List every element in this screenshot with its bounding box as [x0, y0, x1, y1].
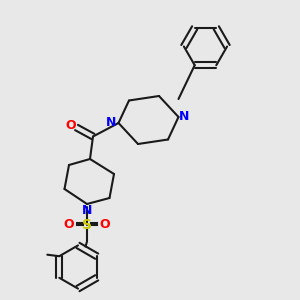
Text: O: O	[64, 218, 74, 231]
Text: N: N	[82, 203, 92, 217]
Text: S: S	[82, 218, 92, 232]
Text: O: O	[100, 218, 110, 231]
Text: N: N	[179, 110, 190, 123]
Text: O: O	[66, 118, 76, 132]
Text: N: N	[106, 116, 116, 129]
